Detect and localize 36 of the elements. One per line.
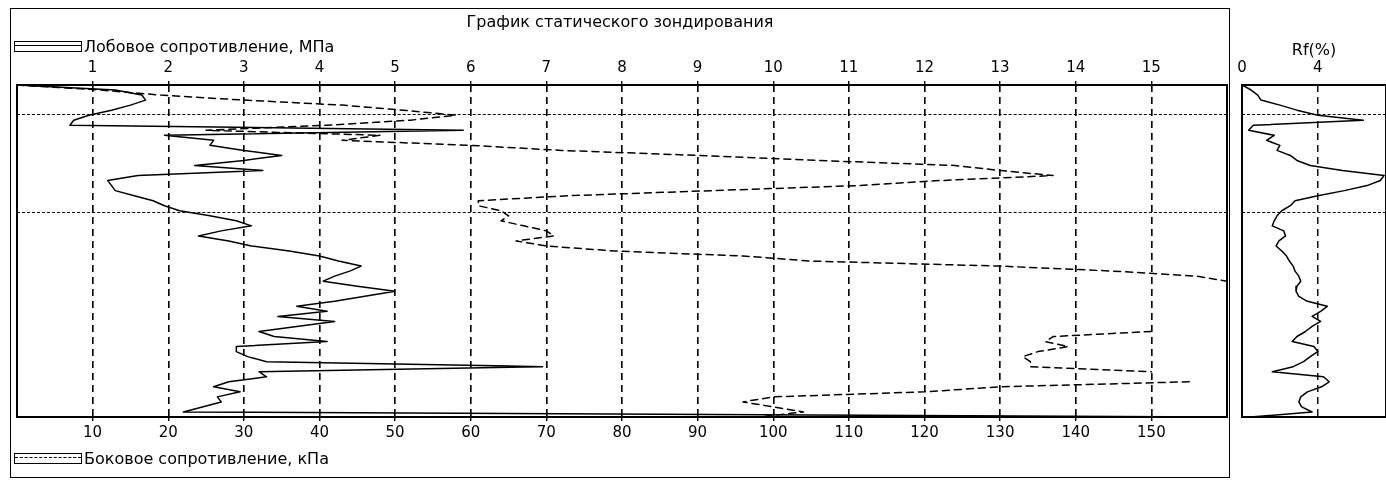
legend-label: Боковое сопротивление, кПа [84,449,329,468]
x2-tick-label: 8 [617,58,627,77]
x-tick-label: 20 [158,423,178,442]
x-tick-label: 30 [234,423,254,442]
x-tick-label: 60 [461,423,481,442]
x2-tick-label: 11 [839,58,859,77]
x2-tick-label: 15 [1141,58,1161,77]
x2-tick-label: 3 [239,58,249,77]
x-tick-label: 50 [385,423,405,442]
x-tick-label: 80 [612,423,632,442]
x-tick-label: 100 [758,423,788,442]
x2-tick-label: 6 [465,58,476,77]
x2-tick-label: 12 [914,58,935,77]
legend-label: Лобовое сопротивление, МПа [84,37,335,56]
x-tick-label: 70 [536,423,556,442]
x2-tick-label: 4 [314,58,325,77]
x2-tick-label: 14 [1066,58,1086,77]
chart-title: График статического зондирования [465,12,775,31]
x-tick-label: 120 [910,423,939,442]
x2-tick-label: 0 [1237,58,1247,77]
x-tick-label: 140 [1061,423,1091,442]
x-tick-label: 10 [83,423,103,442]
x2-tick-label: 4 [1313,58,1323,77]
x-tick-label: 150 [1137,423,1166,442]
x2-tick-label: 10 [763,58,783,77]
x2-tick-label: 9 [692,58,703,77]
x2-tick-label: 2 [163,58,174,77]
chart-title: Rf(%) [1290,40,1338,59]
x2-tick-label: 5 [390,58,400,77]
x2-tick-label: 1 [87,58,98,77]
x-tick-label: 90 [688,423,708,442]
x2-tick-label: 13 [990,58,1010,77]
x-tick-label: 40 [309,423,330,442]
x2-tick-label: 7 [541,58,552,77]
x-tick-label: 130 [985,423,1015,442]
x-tick-label: 110 [834,423,864,442]
